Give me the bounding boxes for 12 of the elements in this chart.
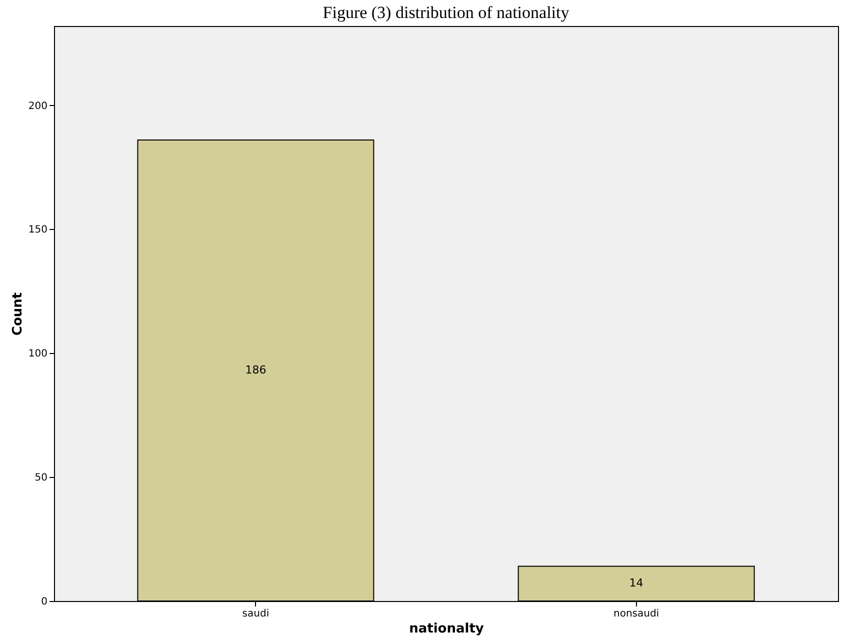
y-tick-label: 150 xyxy=(28,224,48,236)
y-tick-label: 50 xyxy=(34,472,48,484)
y-tick-label: 0 xyxy=(41,596,48,608)
chart-title: Figure (3) distribution of nationality xyxy=(322,3,570,22)
x-axis-title: nationalty xyxy=(409,622,484,636)
data-label: 14 xyxy=(629,576,644,590)
x-tick-label: nonsaudi xyxy=(613,608,660,620)
y-tick-label: 100 xyxy=(28,348,48,360)
y-axis-title: Count xyxy=(10,292,26,336)
data-label: 186 xyxy=(245,364,266,377)
x-tick-label: saudi xyxy=(242,608,270,620)
y-tick-label: 200 xyxy=(28,100,48,112)
